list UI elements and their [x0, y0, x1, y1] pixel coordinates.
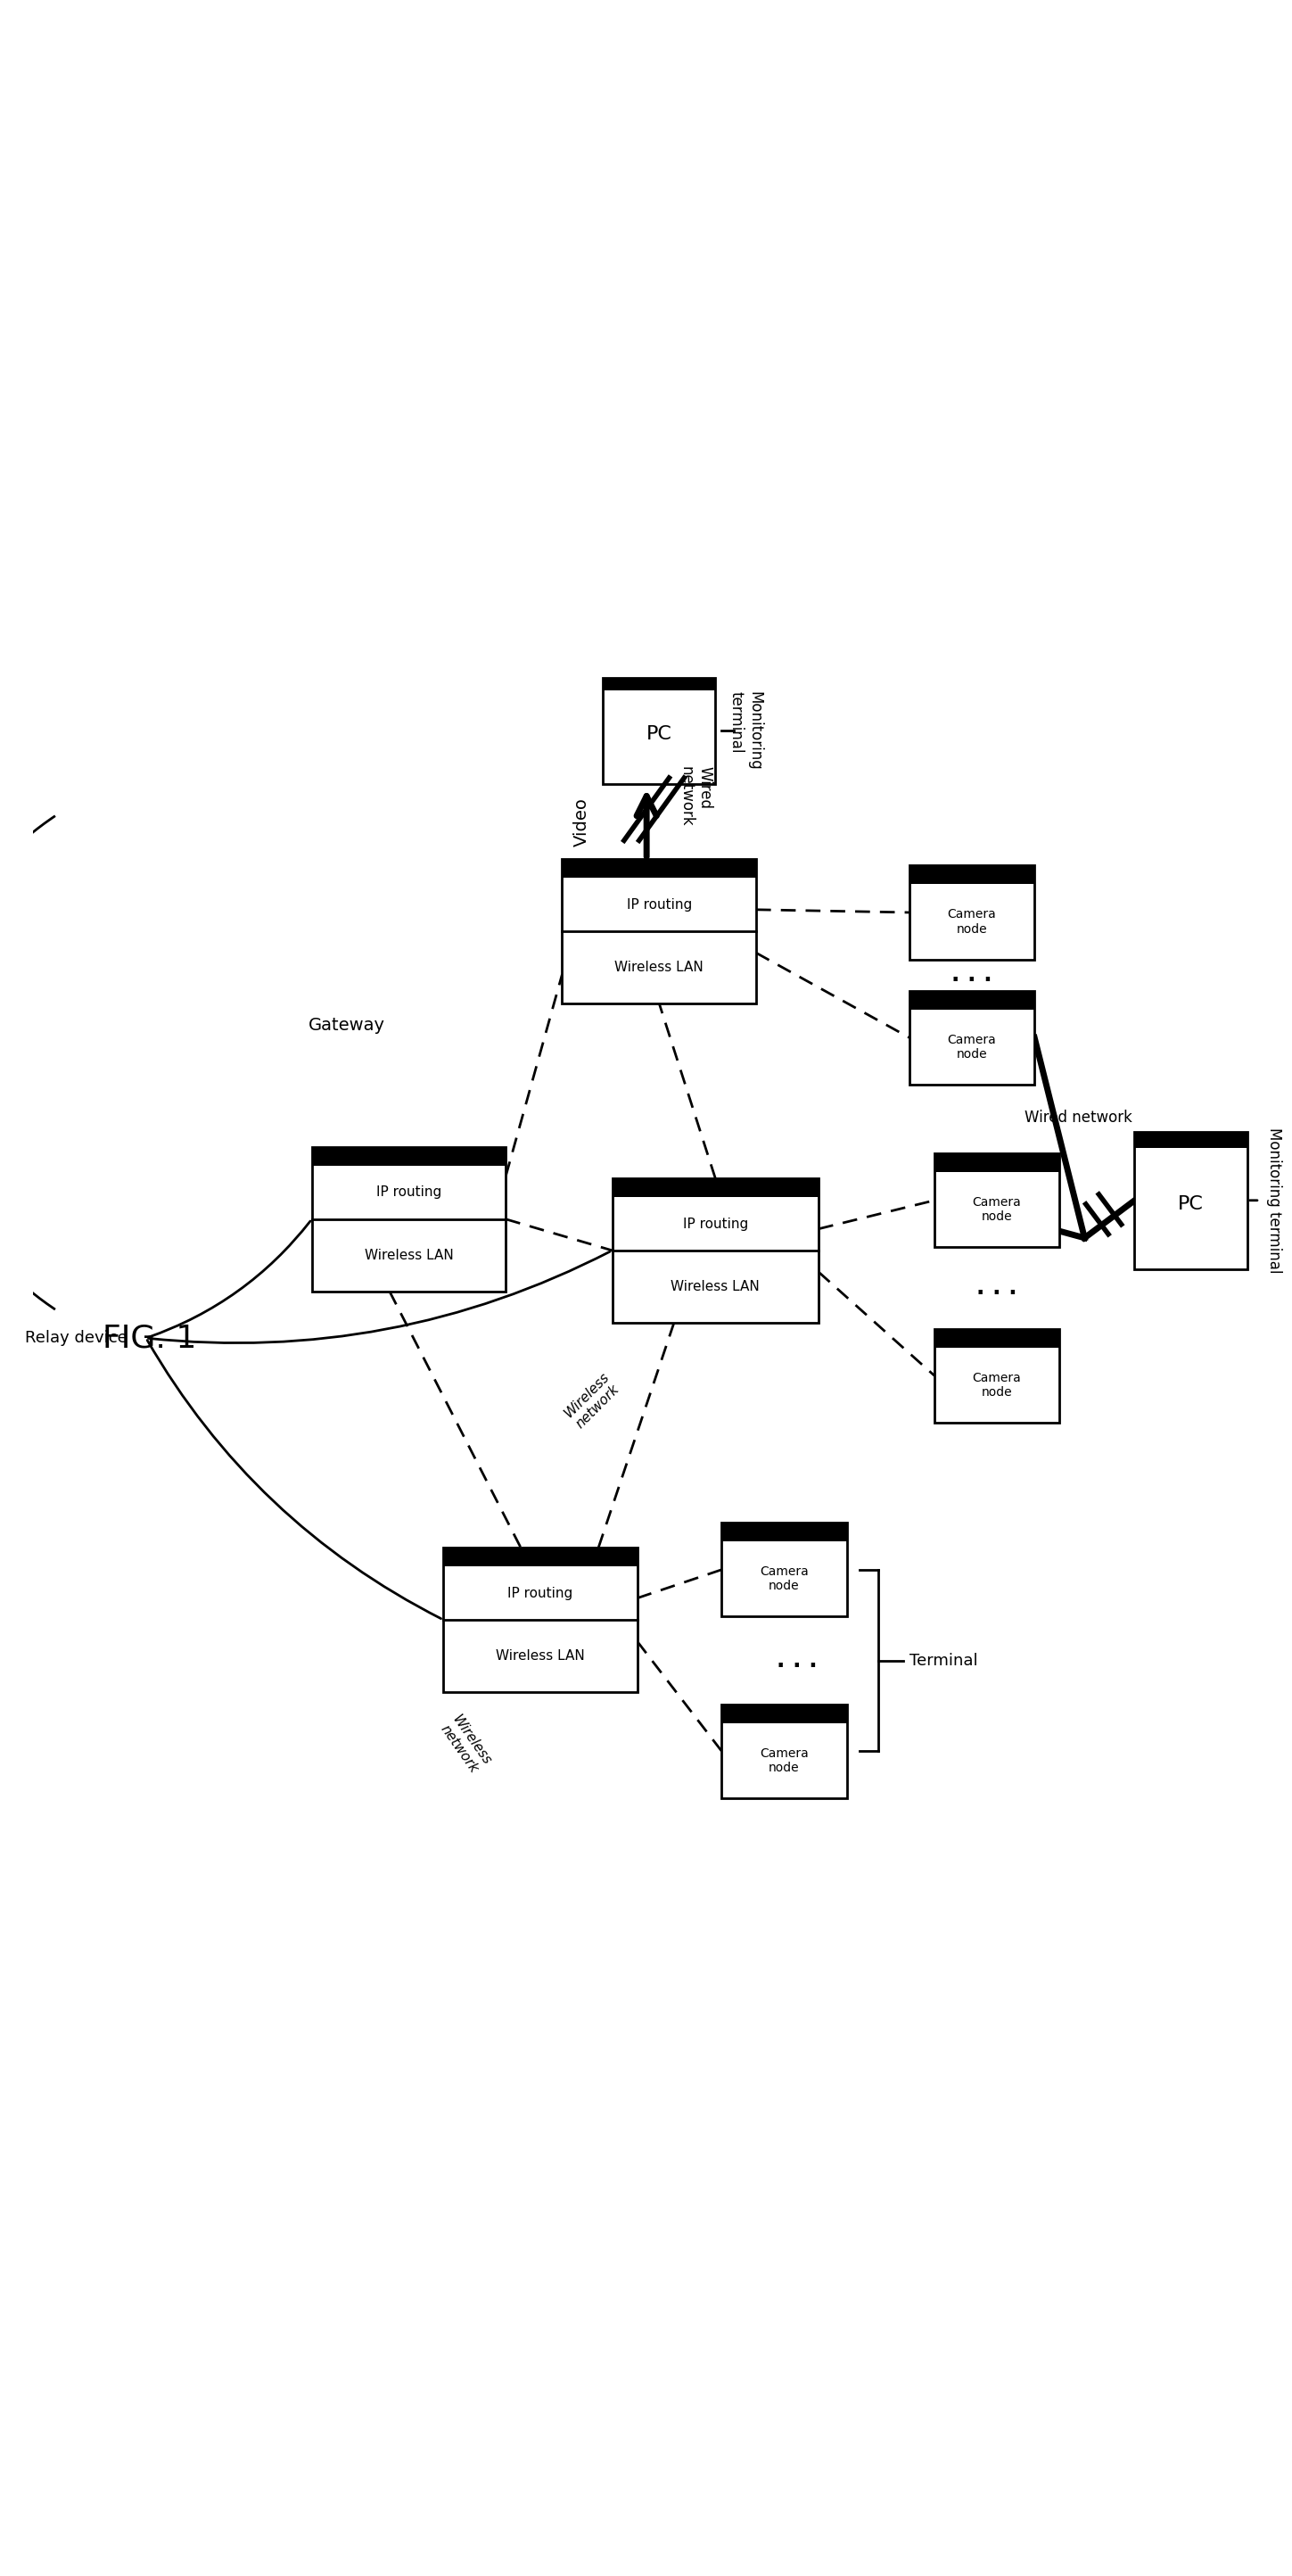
- Text: PC: PC: [1178, 1195, 1204, 1213]
- Text: . . .: . . .: [977, 1278, 1017, 1298]
- Bar: [910, 866, 1035, 884]
- Text: Wired network: Wired network: [1025, 1110, 1132, 1126]
- Text: Video: Video: [574, 796, 590, 845]
- Bar: [934, 1329, 1059, 1422]
- Text: Wireless LAN: Wireless LAN: [615, 961, 704, 974]
- Bar: [910, 866, 1035, 958]
- Bar: [722, 1705, 846, 1798]
- Bar: [603, 677, 716, 783]
- Text: Camera
node: Camera node: [760, 1566, 809, 1592]
- Bar: [934, 1154, 1059, 1247]
- Bar: [562, 860, 756, 1002]
- Bar: [934, 1329, 1059, 1347]
- Text: Monitoring
terminal: Monitoring terminal: [727, 690, 762, 770]
- Bar: [934, 1154, 1059, 1172]
- Bar: [722, 1522, 846, 1540]
- Bar: [910, 992, 1035, 1010]
- Text: Camera
node: Camera node: [947, 1033, 996, 1061]
- Bar: [311, 1146, 505, 1167]
- Text: Wireless LAN: Wireless LAN: [671, 1280, 760, 1293]
- Text: Wireless LAN: Wireless LAN: [364, 1249, 453, 1262]
- Bar: [612, 1177, 819, 1198]
- Text: IP routing: IP routing: [376, 1185, 442, 1200]
- Bar: [311, 1146, 505, 1291]
- Text: . . .: . . .: [776, 1649, 817, 1672]
- Text: Wired
network: Wired network: [678, 768, 712, 827]
- Bar: [722, 1705, 846, 1723]
- Bar: [603, 677, 716, 690]
- Text: PC: PC: [646, 726, 672, 742]
- Text: Terminal: Terminal: [910, 1651, 978, 1669]
- Text: Wireless LAN: Wireless LAN: [496, 1649, 585, 1662]
- Bar: [612, 1177, 819, 1321]
- Text: Monitoring terminal: Monitoring terminal: [1266, 1128, 1282, 1273]
- Bar: [443, 1548, 637, 1566]
- Text: Camera
node: Camera node: [760, 1747, 809, 1775]
- Text: Wireless
network: Wireless network: [437, 1713, 494, 1777]
- Text: IP routing: IP routing: [508, 1587, 572, 1600]
- Text: Relay device: Relay device: [25, 1329, 128, 1347]
- Bar: [443, 1548, 637, 1692]
- Bar: [562, 860, 756, 878]
- Text: . . .: . . .: [952, 963, 992, 987]
- Text: FIG. 1: FIG. 1: [102, 1324, 196, 1352]
- Text: Wireless
network: Wireless network: [562, 1370, 623, 1432]
- Bar: [1134, 1131, 1247, 1270]
- Text: Camera
node: Camera node: [947, 909, 996, 935]
- Text: IP routing: IP routing: [627, 899, 691, 912]
- Bar: [910, 992, 1035, 1084]
- Bar: [722, 1522, 846, 1618]
- Text: Camera
node: Camera node: [973, 1370, 1022, 1399]
- Text: Gateway: Gateway: [309, 1018, 385, 1033]
- Text: Camera
node: Camera node: [973, 1195, 1022, 1224]
- Bar: [1134, 1131, 1247, 1149]
- Text: IP routing: IP routing: [682, 1216, 748, 1231]
